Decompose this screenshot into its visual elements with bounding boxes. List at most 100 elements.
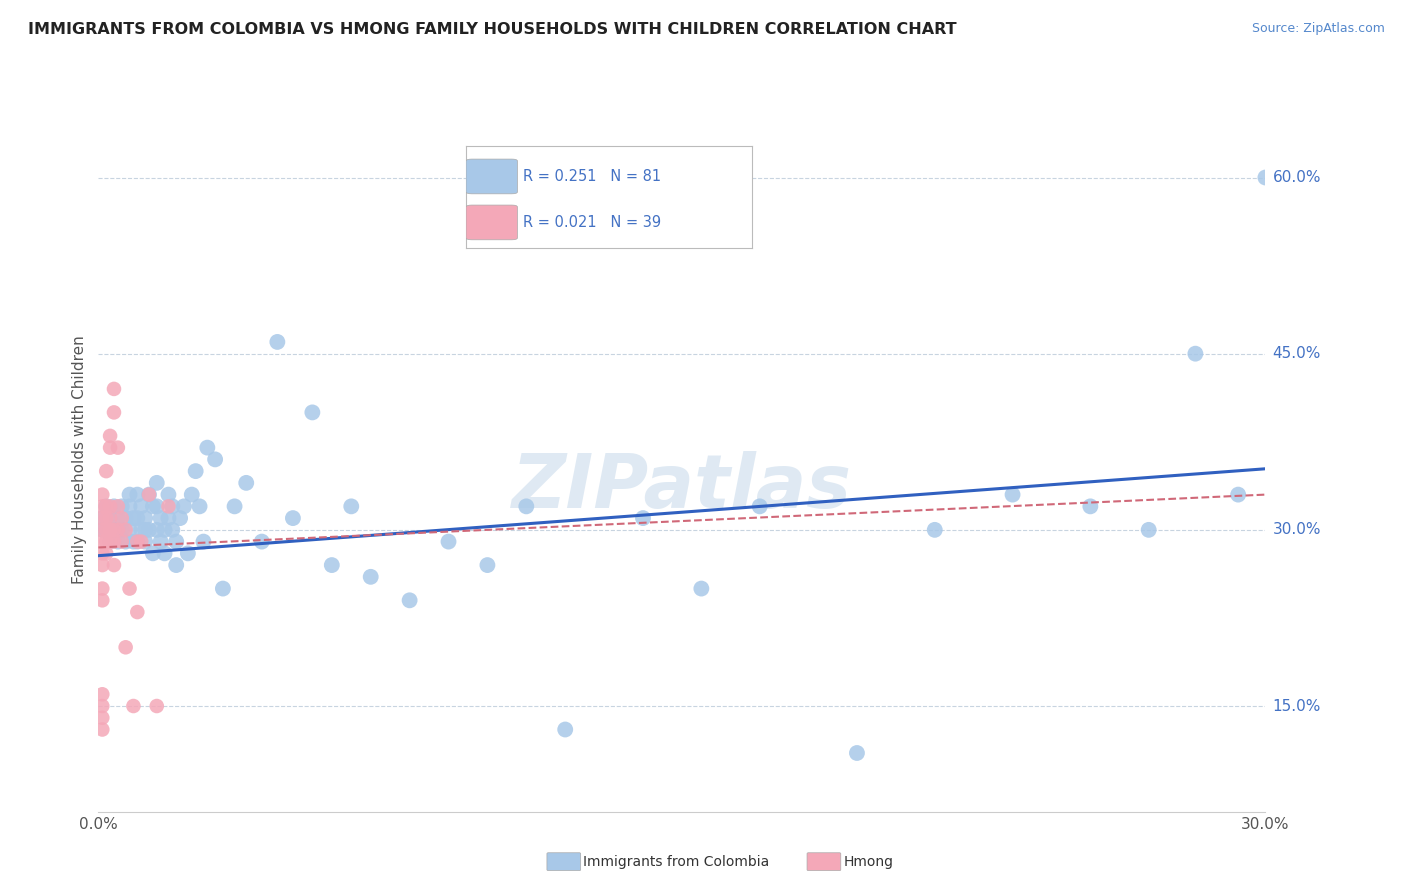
Point <box>748 500 770 514</box>
Point <box>111 534 134 549</box>
Point <box>127 534 149 549</box>
Point <box>224 500 246 514</box>
Point <box>477 558 499 573</box>
Point <box>98 523 121 537</box>
Point <box>107 534 129 549</box>
Point <box>114 640 136 655</box>
Point <box>91 687 114 701</box>
Point <box>515 500 537 514</box>
Point <box>127 534 149 549</box>
Point <box>91 558 114 573</box>
Point <box>103 382 125 396</box>
Point <box>98 441 121 455</box>
Point <box>91 487 114 501</box>
Point <box>96 500 118 514</box>
Point <box>212 582 235 596</box>
Point <box>107 523 129 537</box>
Point <box>437 534 460 549</box>
Point <box>180 487 202 501</box>
Text: 15.0%: 15.0% <box>1272 698 1320 714</box>
Point <box>142 500 165 514</box>
Point <box>127 487 149 501</box>
Point <box>96 523 118 537</box>
Point <box>103 500 125 514</box>
Point <box>129 523 152 537</box>
Point <box>1080 500 1102 514</box>
Point <box>107 441 129 455</box>
Point <box>96 534 118 549</box>
Text: Hmong: Hmong <box>844 855 894 869</box>
Point <box>129 500 152 514</box>
Point <box>1227 487 1250 501</box>
Point <box>165 534 187 549</box>
Point <box>146 500 169 514</box>
Point <box>98 511 121 525</box>
Text: Source: ZipAtlas.com: Source: ZipAtlas.com <box>1251 22 1385 36</box>
Point <box>301 405 323 419</box>
Point <box>1137 523 1160 537</box>
Point <box>98 523 121 537</box>
Point <box>103 523 125 537</box>
Point <box>360 570 382 584</box>
Point <box>138 487 160 501</box>
Point <box>122 699 145 714</box>
Text: ZIPatlas: ZIPatlas <box>512 451 852 524</box>
Point <box>96 500 118 514</box>
Point <box>103 405 125 419</box>
Point <box>122 534 145 549</box>
Text: 30.0%: 30.0% <box>1272 523 1320 537</box>
Point <box>149 534 172 549</box>
Point <box>91 582 114 596</box>
Point <box>398 593 420 607</box>
Point <box>91 699 114 714</box>
Point <box>107 523 129 537</box>
Point <box>122 511 145 525</box>
Point <box>98 500 121 514</box>
Point <box>96 523 118 537</box>
Point <box>184 464 207 478</box>
Point <box>146 475 169 490</box>
Point <box>91 534 114 549</box>
Point <box>98 534 121 549</box>
Point <box>111 500 134 514</box>
Point <box>107 511 129 525</box>
Point <box>149 511 172 525</box>
Point <box>157 511 180 525</box>
Text: Immigrants from Colombia: Immigrants from Colombia <box>583 855 769 869</box>
Point <box>162 500 184 514</box>
Point <box>98 429 121 443</box>
Point <box>235 475 257 490</box>
Point <box>91 546 114 560</box>
Point <box>138 523 160 537</box>
Point <box>134 511 156 525</box>
Point <box>146 699 169 714</box>
Point <box>157 500 180 514</box>
Point <box>127 605 149 619</box>
Point <box>96 546 118 560</box>
Point <box>157 487 180 501</box>
Point <box>690 582 713 596</box>
Point <box>111 511 134 525</box>
Point <box>340 500 363 514</box>
Point <box>134 523 156 537</box>
Point <box>111 523 134 537</box>
Point <box>114 534 136 549</box>
Point <box>107 500 129 514</box>
Point <box>91 523 114 537</box>
Point <box>1184 346 1206 360</box>
Point <box>118 487 141 501</box>
Point <box>134 534 156 549</box>
Point <box>91 593 114 607</box>
Point <box>103 523 125 537</box>
Point <box>127 511 149 525</box>
Point <box>96 511 118 525</box>
Point <box>204 452 226 467</box>
Point <box>91 511 114 525</box>
Point <box>162 523 184 537</box>
Point <box>188 500 211 514</box>
Point <box>96 464 118 478</box>
Point <box>169 511 191 525</box>
Text: IMMIGRANTS FROM COLOMBIA VS HMONG FAMILY HOUSEHOLDS WITH CHILDREN CORRELATION CH: IMMIGRANTS FROM COLOMBIA VS HMONG FAMILY… <box>28 22 956 37</box>
Point <box>98 534 121 549</box>
Point <box>103 534 125 549</box>
